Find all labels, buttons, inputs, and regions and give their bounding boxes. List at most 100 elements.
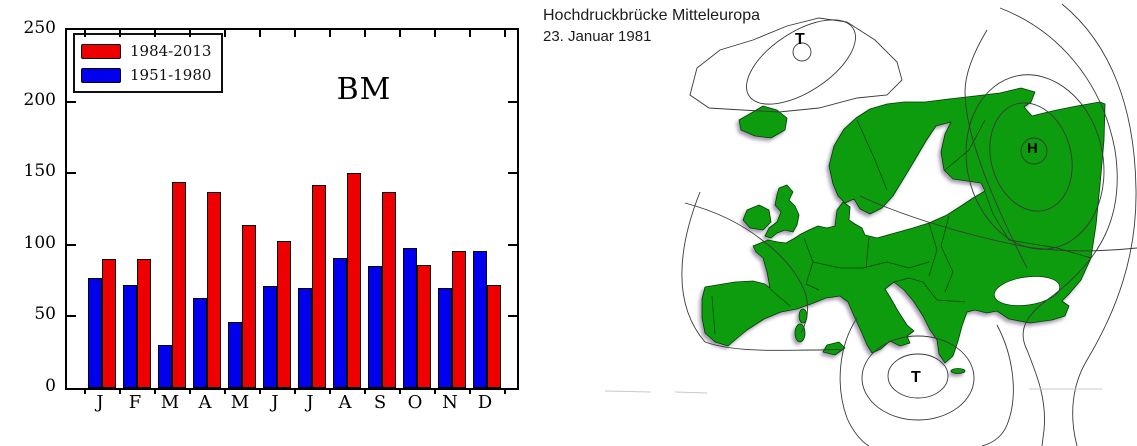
- bar-1951-1980-M4: [228, 322, 242, 388]
- bar-1951-1980-F1: [123, 285, 137, 388]
- y-tick-left-100: [67, 243, 76, 246]
- bar-1951-1980-D11: [473, 251, 487, 388]
- x-tick-label-J0: J: [96, 392, 104, 413]
- isobar-contours: [681, 3, 1137, 446]
- x-boundary-tick-bottom-1: [118, 388, 121, 394]
- map-date: 23. Januar 1981: [543, 28, 652, 45]
- x-boundary-tick-bottom-2: [153, 388, 156, 394]
- x-tick-label-D11: D: [477, 392, 493, 413]
- x-boundary-tick-top-2: [153, 30, 156, 37]
- x-boundary-tick-top-3: [188, 30, 191, 37]
- legend-label: 1984-2013: [130, 42, 212, 60]
- x-boundary-tick-bottom-8: [363, 388, 366, 394]
- legend-entry: 1951-1980: [81, 63, 215, 87]
- plot-area: BM 1984-2013 1951-1980: [65, 28, 519, 390]
- x-boundary-tick-bottom-0: [83, 388, 86, 394]
- south-low-inner-contour: [887, 353, 949, 399]
- atlantic-inner-contour: [684, 202, 808, 334]
- iceland: [738, 105, 788, 139]
- south-low-left-arc: [839, 317, 870, 446]
- country-borders: [711, 119, 1092, 335]
- x-boundary-tick-top-10: [433, 30, 436, 37]
- bar-1951-1980-J0: [88, 278, 102, 388]
- x-tick-label-M4: M: [230, 392, 250, 413]
- x-boundary-tick-top-0: [83, 30, 86, 37]
- legend: 1984-2013 1951-1980: [73, 33, 223, 93]
- bar-1984-2013-D11: [487, 285, 501, 388]
- bar-1951-1980-A3: [193, 298, 207, 388]
- sicily: [822, 341, 846, 356]
- low-pressure-label-south: T: [911, 369, 921, 386]
- x-tick-label-M2: M: [160, 392, 180, 413]
- x-tick-label-A7: A: [338, 392, 352, 413]
- bar-1951-1980-J5: [263, 286, 277, 388]
- x-tick-label-S8: S: [373, 392, 387, 413]
- bar-1984-2013-F1: [137, 259, 151, 388]
- x-boundary-tick-bottom-12: [503, 388, 506, 394]
- x-boundary-tick-top-4: [223, 30, 226, 37]
- x-boundary-tick-top-8: [363, 30, 366, 37]
- east-high-sweep-contour: [999, 7, 1118, 446]
- bar-1984-2013-A3: [207, 192, 221, 388]
- x-boundary-tick-bottom-7: [328, 388, 331, 394]
- x-boundary-tick-bottom-9: [398, 388, 401, 394]
- y-tick-label-0: 0: [45, 376, 56, 396]
- bar-1984-2013-J5: [277, 241, 291, 388]
- x-boundary-tick-top-9: [398, 30, 401, 37]
- bar-1984-2013-M4: [242, 225, 256, 388]
- x-boundary-tick-top-12: [503, 30, 506, 37]
- bar-1951-1980-J6: [298, 288, 312, 388]
- bar-1984-2013-A7: [347, 173, 361, 388]
- x-boundary-tick-top-6: [293, 30, 296, 37]
- x-boundary-tick-bottom-6: [293, 388, 296, 394]
- east-high-mid-contour: [989, 102, 1073, 212]
- east-high-west-boundary: [964, 29, 1028, 269]
- y-tick-label-150: 150: [23, 161, 56, 182]
- north-low-inner-contour: [792, 42, 812, 62]
- south-low-mid-contour: [861, 335, 975, 421]
- bar-1951-1980-O9: [403, 248, 417, 388]
- y-tick-left-200: [67, 100, 76, 103]
- x-tick-label-J6: J: [306, 392, 314, 413]
- bar-1951-1980-M2: [158, 345, 172, 388]
- legend-label: 1951-1980: [130, 66, 212, 84]
- ireland: [742, 204, 772, 231]
- bar-1984-2013-J0: [102, 259, 116, 388]
- x-boundary-tick-bottom-11: [468, 388, 471, 394]
- legend-swatch-blue: [81, 67, 121, 83]
- south-low-right-arc: [981, 324, 1014, 446]
- east-high-outer-contour: [965, 74, 1105, 250]
- great-britain: [764, 184, 800, 239]
- bar-1984-2013-O9: [417, 265, 431, 388]
- legend-swatch-red: [81, 43, 121, 59]
- europe-pressure-map: T H T: [604, 3, 1137, 446]
- x-boundary-tick-bottom-5: [258, 388, 261, 394]
- x-boundary-tick-top-5: [258, 30, 261, 37]
- low-pressure-label-north: T: [795, 31, 805, 48]
- x-boundary-tick-top-7: [328, 30, 331, 37]
- east-high-outermost-contour: [1061, 3, 1137, 446]
- inland-seas: [993, 276, 1061, 306]
- baltic-crossing-isobar: [859, 195, 1137, 252]
- y-tick-label-200: 200: [23, 89, 56, 110]
- x-boundary-tick-bottom-10: [433, 388, 436, 394]
- bar-1984-2013-S8: [382, 192, 396, 388]
- y-tick-right-200: [508, 100, 517, 103]
- x-tick-label-O9: O: [407, 392, 423, 413]
- sardinia: [794, 323, 806, 343]
- north-low-outer-contour: [689, 17, 903, 113]
- y-tick-label-50: 50: [34, 304, 56, 325]
- bar-1984-2013-M2: [172, 182, 186, 388]
- black-sea: [993, 276, 1061, 306]
- map-title: Hochdruckbrücke Mitteleuropa: [543, 7, 760, 24]
- east-high-inner-contour: [1020, 137, 1048, 165]
- x-tick-label-N10: N: [442, 392, 458, 413]
- y-tick-right-150: [508, 172, 517, 175]
- y-tick-left-50: [67, 315, 76, 318]
- bar-1951-1980-S8: [368, 266, 382, 388]
- x-tick-label-J5: J: [271, 392, 279, 413]
- map-header: Hochdruckbrücke Mitteleuropa 23. Januar …: [543, 5, 760, 47]
- bar-1984-2013-J6: [312, 185, 326, 388]
- faint-gridline-fragments: [604, 388, 1102, 394]
